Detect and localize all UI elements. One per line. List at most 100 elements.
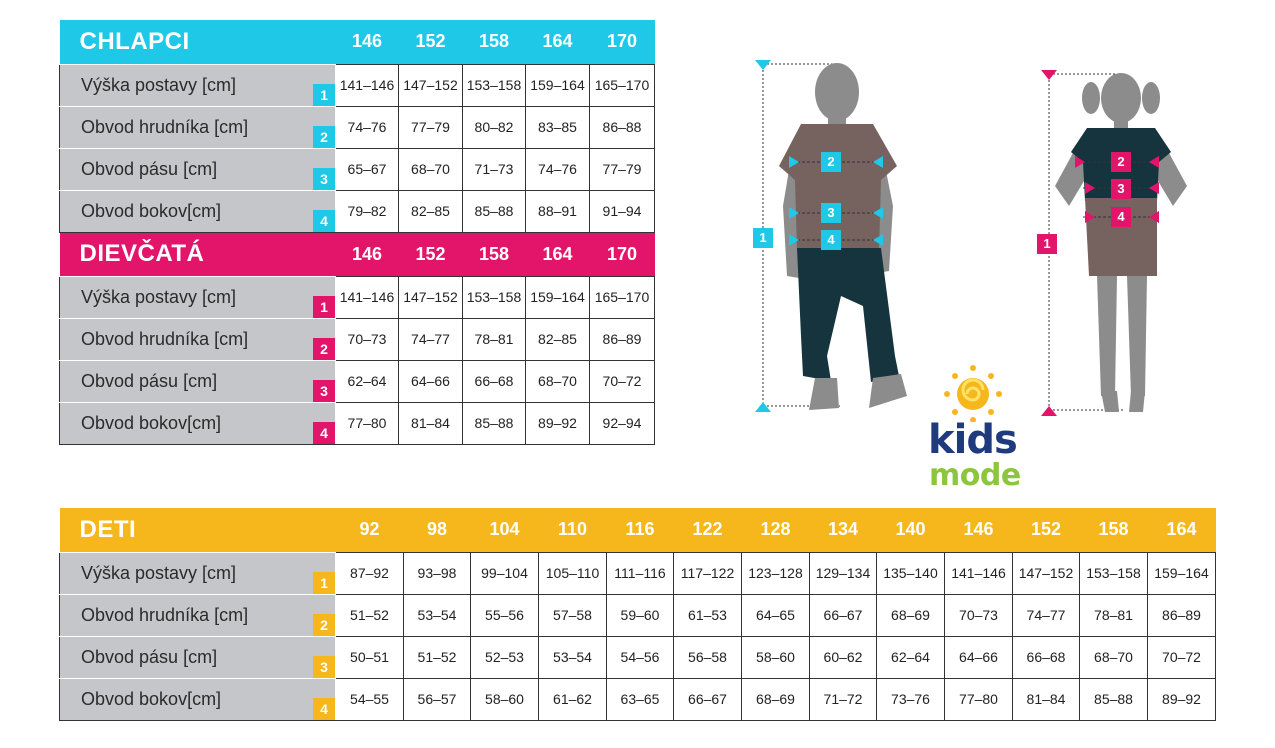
value-cell: 77–80 — [944, 677, 1013, 721]
table-row: Obvod bokov[cm] 4 77–80 81–84 85–88 89–92 92–9… — [59, 401, 655, 445]
value-cell: 117–122 — [673, 551, 742, 595]
kids-size-header: 158 — [1098, 519, 1129, 540]
value-cell: 53–54 — [538, 635, 607, 679]
kids-header-row: DETI 92 98 104 110 116 122 128 134 140 146 152 158 16… — [59, 508, 1216, 552]
value-cell: 74–77 — [1012, 593, 1080, 637]
kids-size-header: 122 — [692, 519, 723, 540]
table-row: Obvod bokov[cm] 4 79–82 82–85 85–88 88–91 91–9… — [59, 189, 655, 233]
girls-size-header: 158 — [478, 243, 510, 264]
measure-label-cell: Obvod bokov[cm] 4 — [59, 677, 336, 721]
boy-figure — [745, 56, 925, 416]
value-cell: 141–146 — [335, 63, 399, 107]
value-cell: 165–170 — [589, 275, 655, 319]
table-row: Obvod hrudníka [cm] 2 74–76 77–79 80–82 83–85… — [59, 105, 655, 149]
girls-size-header: 170 — [606, 243, 638, 264]
value-cell: 89–92 — [525, 401, 590, 445]
measure-number-badge: 2 — [313, 613, 335, 636]
value-cell: 66–68 — [1012, 635, 1080, 679]
value-cell: 83–85 — [525, 105, 590, 149]
value-cell: 78–81 — [1079, 593, 1148, 637]
girls-size-header: 164 — [542, 243, 573, 264]
kids-size-header: 104 — [489, 519, 520, 540]
value-cell: 62–64 — [876, 635, 945, 679]
measure-number-badge: 2 — [313, 337, 335, 360]
girl-marker-3: 3 — [1111, 179, 1131, 199]
value-cell: 81–84 — [1012, 677, 1080, 721]
boys-header-row: CHLAPCI 146 152 158 164 170 — [59, 20, 655, 64]
measure-label-cell: Výška postavy [cm] 1 — [59, 551, 336, 595]
value-cell: 88–91 — [525, 189, 590, 233]
table-row: Obvod hrudníka [cm] 2 70–73 74–77 78–81 82–85… — [59, 317, 655, 361]
value-cell: 79–82 — [335, 189, 399, 233]
value-cell: 105–110 — [538, 551, 607, 595]
value-cell: 165–170 — [589, 63, 655, 107]
boy-marker-2: 2 — [821, 152, 841, 172]
value-cell: 92–94 — [589, 401, 655, 445]
logo-text-mode: mode — [929, 458, 1021, 493]
value-cell: 70–73 — [944, 593, 1013, 637]
boys-size-header: 146 — [351, 31, 383, 52]
value-cell: 66–67 — [673, 677, 742, 721]
logo-text-kids: kids — [928, 417, 1018, 463]
girl-marker-1: 1 — [1037, 234, 1057, 254]
measure-label: Obvod bokov[cm] — [81, 412, 222, 433]
measure-label: Obvod pásu [cm] — [81, 370, 218, 391]
measure-label: Obvod hrudníka [cm] — [81, 328, 249, 349]
kids-size-header: 140 — [895, 519, 926, 540]
value-cell: 59–60 — [606, 593, 674, 637]
value-cell: 147–152 — [1012, 551, 1080, 595]
kids-size-header: 152 — [1030, 519, 1062, 540]
adult-size-table: CHLAPCI 146 152 158 164 170 Výška postavy [cm]… — [59, 20, 655, 445]
value-cell: 58–60 — [470, 677, 539, 721]
value-cell: 74–76 — [525, 147, 590, 191]
measure-label: Obvod hrudníka [cm] — [81, 116, 249, 137]
kids-size-header: 134 — [827, 519, 859, 540]
value-cell: 153–158 — [1079, 551, 1148, 595]
value-cell: 73–76 — [876, 677, 945, 721]
kids-size-table: DETI 92 98 104 110 116 122 128 134 140 146 152 158 16… — [59, 508, 1216, 721]
measure-label-cell: Obvod hrudníka [cm] 2 — [59, 593, 336, 637]
value-cell: 54–56 — [606, 635, 674, 679]
value-cell: 51–52 — [335, 593, 404, 637]
table-row: Obvod bokov[cm] 4 54–55 56–57 58–60 61–62 63–6… — [59, 677, 1216, 721]
kids-size-header: 110 — [557, 519, 588, 540]
kids-size-header: 116 — [625, 519, 655, 540]
measure-number-badge: 1 — [313, 83, 335, 106]
value-cell: 62–64 — [335, 359, 399, 403]
value-cell: 135–140 — [876, 551, 945, 595]
value-cell: 64–66 — [398, 359, 463, 403]
boys-size-header: 152 — [415, 31, 446, 52]
measure-label-cell: Obvod bokov[cm] 4 — [59, 189, 336, 233]
value-cell: 89–92 — [1147, 677, 1216, 721]
boys-size-header: 158 — [478, 31, 510, 52]
value-cell: 85–88 — [462, 401, 526, 445]
measure-number-badge: 3 — [313, 167, 335, 190]
value-cell: 61–62 — [538, 677, 607, 721]
girls-header-row: DIEVČATÁ 146 152 158 164 170 — [59, 232, 655, 276]
value-cell: 68–69 — [741, 677, 810, 721]
value-cell: 50–51 — [335, 635, 404, 679]
measure-label-cell: Obvod hrudníka [cm] 2 — [59, 105, 336, 149]
table-row: Obvod pásu [cm] 3 62–64 64–66 66–68 68–70 70–7… — [59, 359, 655, 403]
value-cell: 82–85 — [525, 317, 590, 361]
measure-label: Výška postavy [cm] — [81, 286, 237, 307]
value-cell: 123–128 — [741, 551, 810, 595]
value-cell: 74–77 — [398, 317, 463, 361]
value-cell: 70–72 — [589, 359, 655, 403]
value-cell: 61–53 — [673, 593, 742, 637]
measure-label-cell: Obvod hrudníka [cm] 2 — [59, 317, 336, 361]
value-cell: 77–79 — [589, 147, 655, 191]
measure-label: Obvod hrudníka [cm] — [81, 604, 249, 625]
value-cell: 147–152 — [398, 63, 463, 107]
girl-silhouette-icon — [1041, 70, 1187, 416]
value-cell: 93–98 — [403, 551, 471, 595]
measure-label: Obvod bokov[cm] — [81, 200, 222, 221]
value-cell: 70–73 — [335, 317, 399, 361]
measure-label: Výška postavy [cm] — [81, 562, 237, 583]
girls-title: DIEVČATÁ — [79, 240, 205, 267]
table-row: Obvod pásu [cm] 3 50–51 51–52 52–53 53–54 54–5… — [59, 635, 1216, 679]
boys-title: CHLAPCI — [79, 27, 190, 55]
value-cell: 78–81 — [462, 317, 526, 361]
measure-number-badge: 4 — [313, 697, 335, 720]
value-cell: 85–88 — [1079, 677, 1148, 721]
